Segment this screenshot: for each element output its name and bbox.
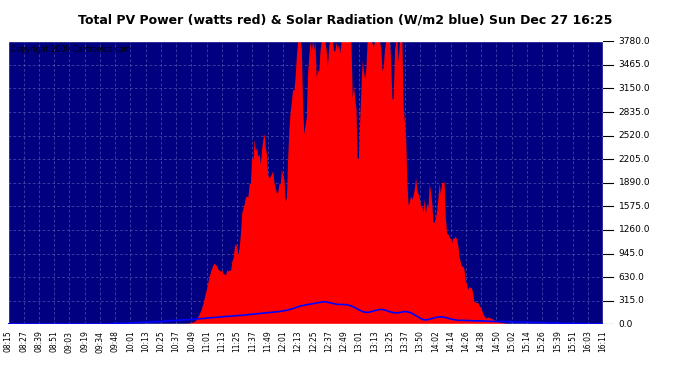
Text: 3780.0: 3780.0 — [619, 37, 651, 46]
Text: 315.0: 315.0 — [619, 296, 644, 305]
Text: 2205.0: 2205.0 — [619, 155, 650, 164]
Text: 1260.0: 1260.0 — [619, 225, 650, 234]
Text: 0.0: 0.0 — [619, 320, 633, 329]
Text: 2835.0: 2835.0 — [619, 108, 650, 117]
Text: 945.0: 945.0 — [619, 249, 644, 258]
Text: 3150.0: 3150.0 — [619, 84, 651, 93]
Text: Copyright 2009 Cartronics.com: Copyright 2009 Cartronics.com — [11, 45, 131, 54]
Text: 2520.0: 2520.0 — [619, 131, 650, 140]
Text: Total PV Power (watts red) & Solar Radiation (W/m2 blue) Sun Dec 27 16:25: Total PV Power (watts red) & Solar Radia… — [78, 13, 612, 26]
Text: 3465.0: 3465.0 — [619, 60, 650, 69]
Text: 1890.0: 1890.0 — [619, 178, 651, 188]
Text: 1575.0: 1575.0 — [619, 202, 651, 211]
Text: 630.0: 630.0 — [619, 273, 644, 282]
